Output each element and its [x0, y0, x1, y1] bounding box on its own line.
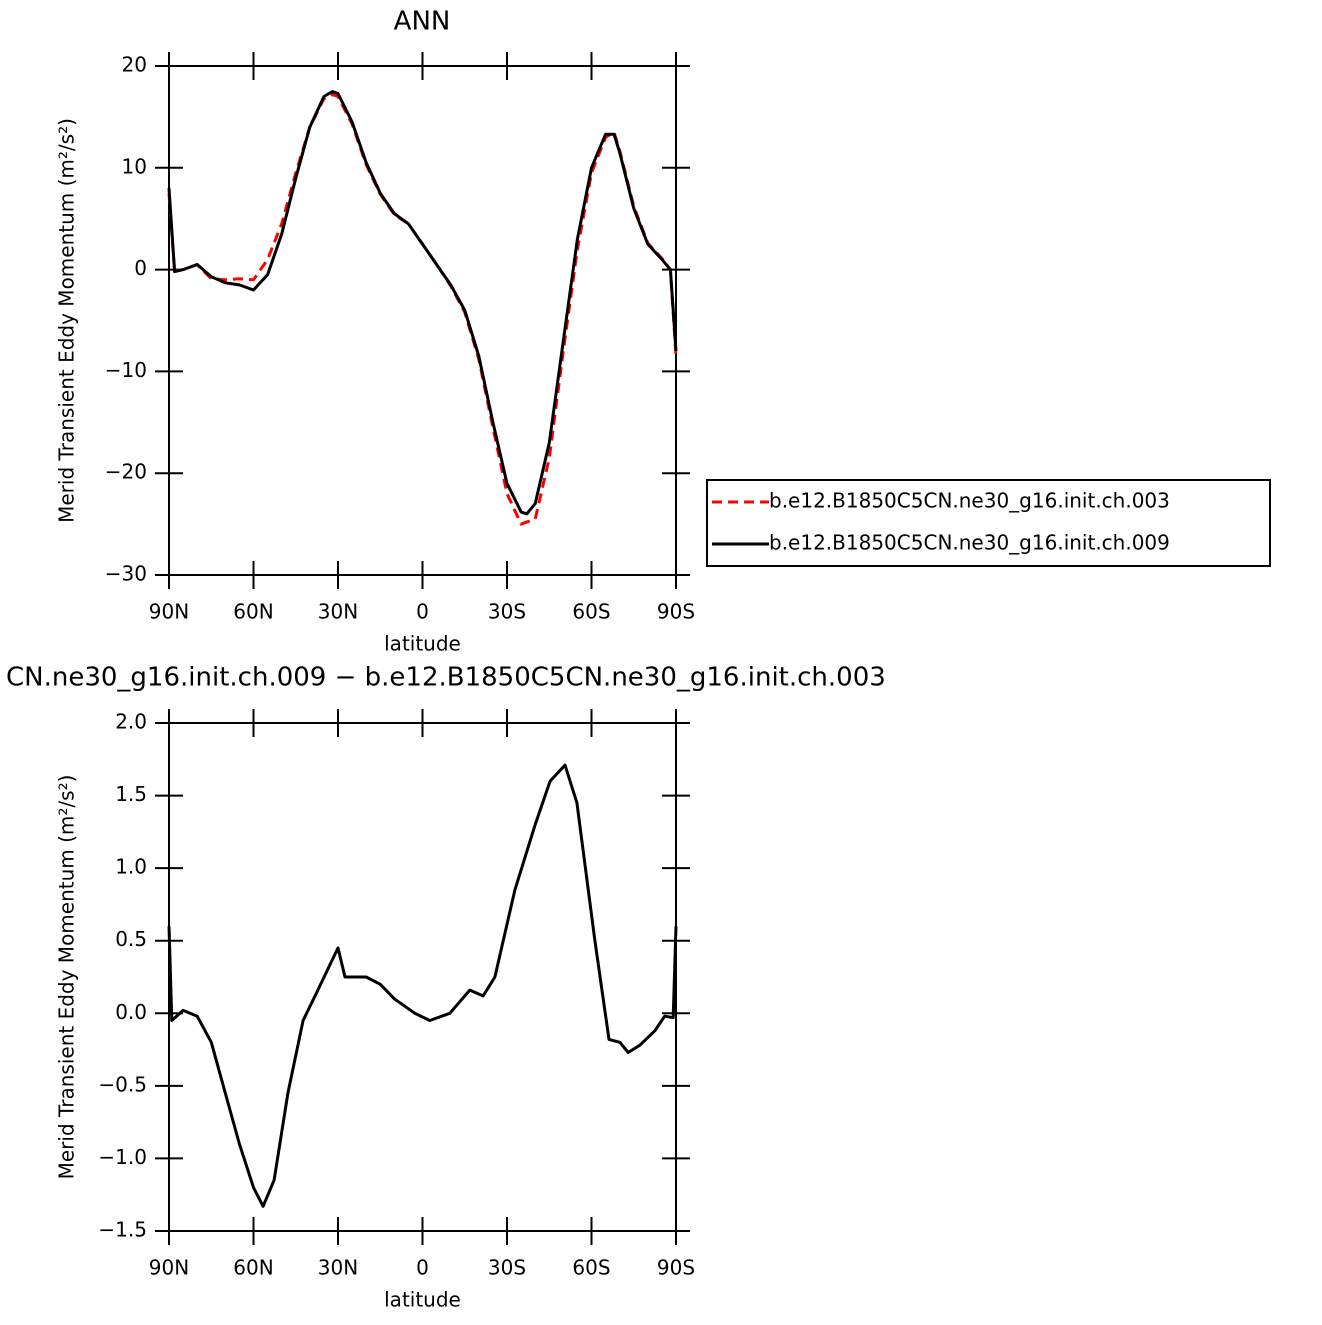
x-tick-label: 0 [416, 600, 429, 624]
y-tick-label: −20 [105, 460, 147, 484]
x-tick-label: 0 [416, 1256, 429, 1280]
x-tick-label: 60S [572, 600, 610, 624]
x-tick-label: 90S [657, 600, 695, 624]
x-tick-label: 30S [488, 600, 526, 624]
y-axis-label: Merid Transient Eddy Momentum (m²/s²) [55, 775, 79, 1180]
y-tick-label: −0.5 [98, 1072, 147, 1096]
y-tick-label: 0 [134, 256, 147, 280]
data-line [167, 763, 678, 1208]
y-tick-label: −1.0 [98, 1145, 147, 1169]
y-tick-label: 0.5 [115, 927, 147, 951]
y-tick-label: 1.0 [115, 855, 147, 879]
legend-box [706, 479, 1271, 567]
y-tick-label: 2.0 [115, 710, 147, 734]
x-axis-label: latitude [384, 1288, 461, 1312]
x-tick-label: 90N [149, 600, 189, 624]
chart-title: CN.ne30_g16.init.ch.009 − b.e12.B1850C5C… [6, 663, 886, 693]
x-axis-label: latitude [384, 632, 461, 656]
x-tick-label: 30N [318, 600, 358, 624]
y-tick-label: −10 [105, 358, 147, 382]
x-tick-label: 90N [149, 1256, 189, 1280]
chart-title: ANN [394, 7, 451, 37]
y-axis-label: Merid Transient Eddy Momentum (m²/s²) [55, 118, 79, 523]
legend-label: b.e12.B1850C5CN.ne30_g16.init.ch.009 [769, 531, 1170, 555]
y-tick-label: −30 [105, 562, 147, 586]
y-tick-label: 20 [122, 53, 147, 77]
y-tick-label: 1.5 [115, 782, 147, 806]
plot-frame [168, 65, 677, 576]
x-tick-label: 60S [572, 1256, 610, 1280]
x-tick-label: 30N [318, 1256, 358, 1280]
x-tick-label: 60N [233, 600, 273, 624]
y-tick-label: 10 [122, 154, 147, 178]
y-tick-label: −1.5 [98, 1218, 147, 1242]
legend-label: b.e12.B1850C5CN.ne30_g16.init.ch.003 [769, 489, 1170, 513]
y-tick-label: 0.0 [115, 1000, 147, 1024]
x-tick-label: 60N [233, 1256, 273, 1280]
data-line [167, 90, 678, 516]
x-tick-label: 90S [657, 1256, 695, 1280]
data-line [167, 93, 678, 526]
x-tick-label: 30S [488, 1256, 526, 1280]
